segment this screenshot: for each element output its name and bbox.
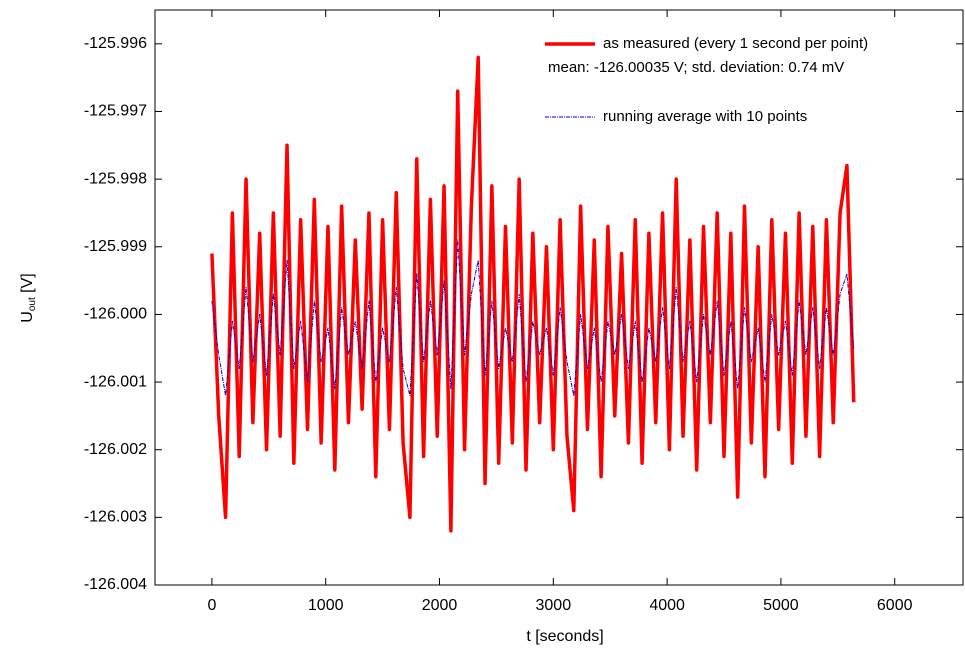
y-tick-label: -126.004 xyxy=(84,576,147,593)
y-tick-label: -125.996 xyxy=(84,35,147,52)
x-tick-label: 6000 xyxy=(877,597,913,614)
y-tick-label: -126.001 xyxy=(84,373,147,390)
x-tick-label: 4000 xyxy=(649,597,685,614)
y-tick-label: -125.999 xyxy=(84,238,147,255)
y-tick-label: -126.002 xyxy=(84,441,147,458)
y-tick-label: -126.000 xyxy=(84,306,147,323)
x-tick-label: 2000 xyxy=(422,597,458,614)
y-label-sub: out xyxy=(27,297,38,311)
legend-label: as measured (every 1 second per point) xyxy=(603,35,868,52)
x-tick-label: 0 xyxy=(207,597,216,614)
x-tick-label: 3000 xyxy=(536,597,572,614)
annotation: mean: -126.00035 V; std. deviation: 0.74… xyxy=(548,59,844,76)
series-line xyxy=(210,55,856,533)
y-label-main: U xyxy=(19,311,36,323)
y-tick-label: -125.998 xyxy=(84,170,147,187)
y-tick-label: -125.997 xyxy=(84,103,147,120)
y-label-unit: [V] xyxy=(19,273,36,297)
legend-label: running average with 10 points xyxy=(603,108,807,125)
x-axis-label: t [seconds] xyxy=(526,628,603,645)
y-axis-label: Uout [V] xyxy=(19,273,37,322)
plot-frame xyxy=(154,9,964,586)
x-tick-label: 1000 xyxy=(308,597,344,614)
x-tick-label: 5000 xyxy=(763,597,799,614)
y-tick-label: -126.003 xyxy=(84,509,147,526)
